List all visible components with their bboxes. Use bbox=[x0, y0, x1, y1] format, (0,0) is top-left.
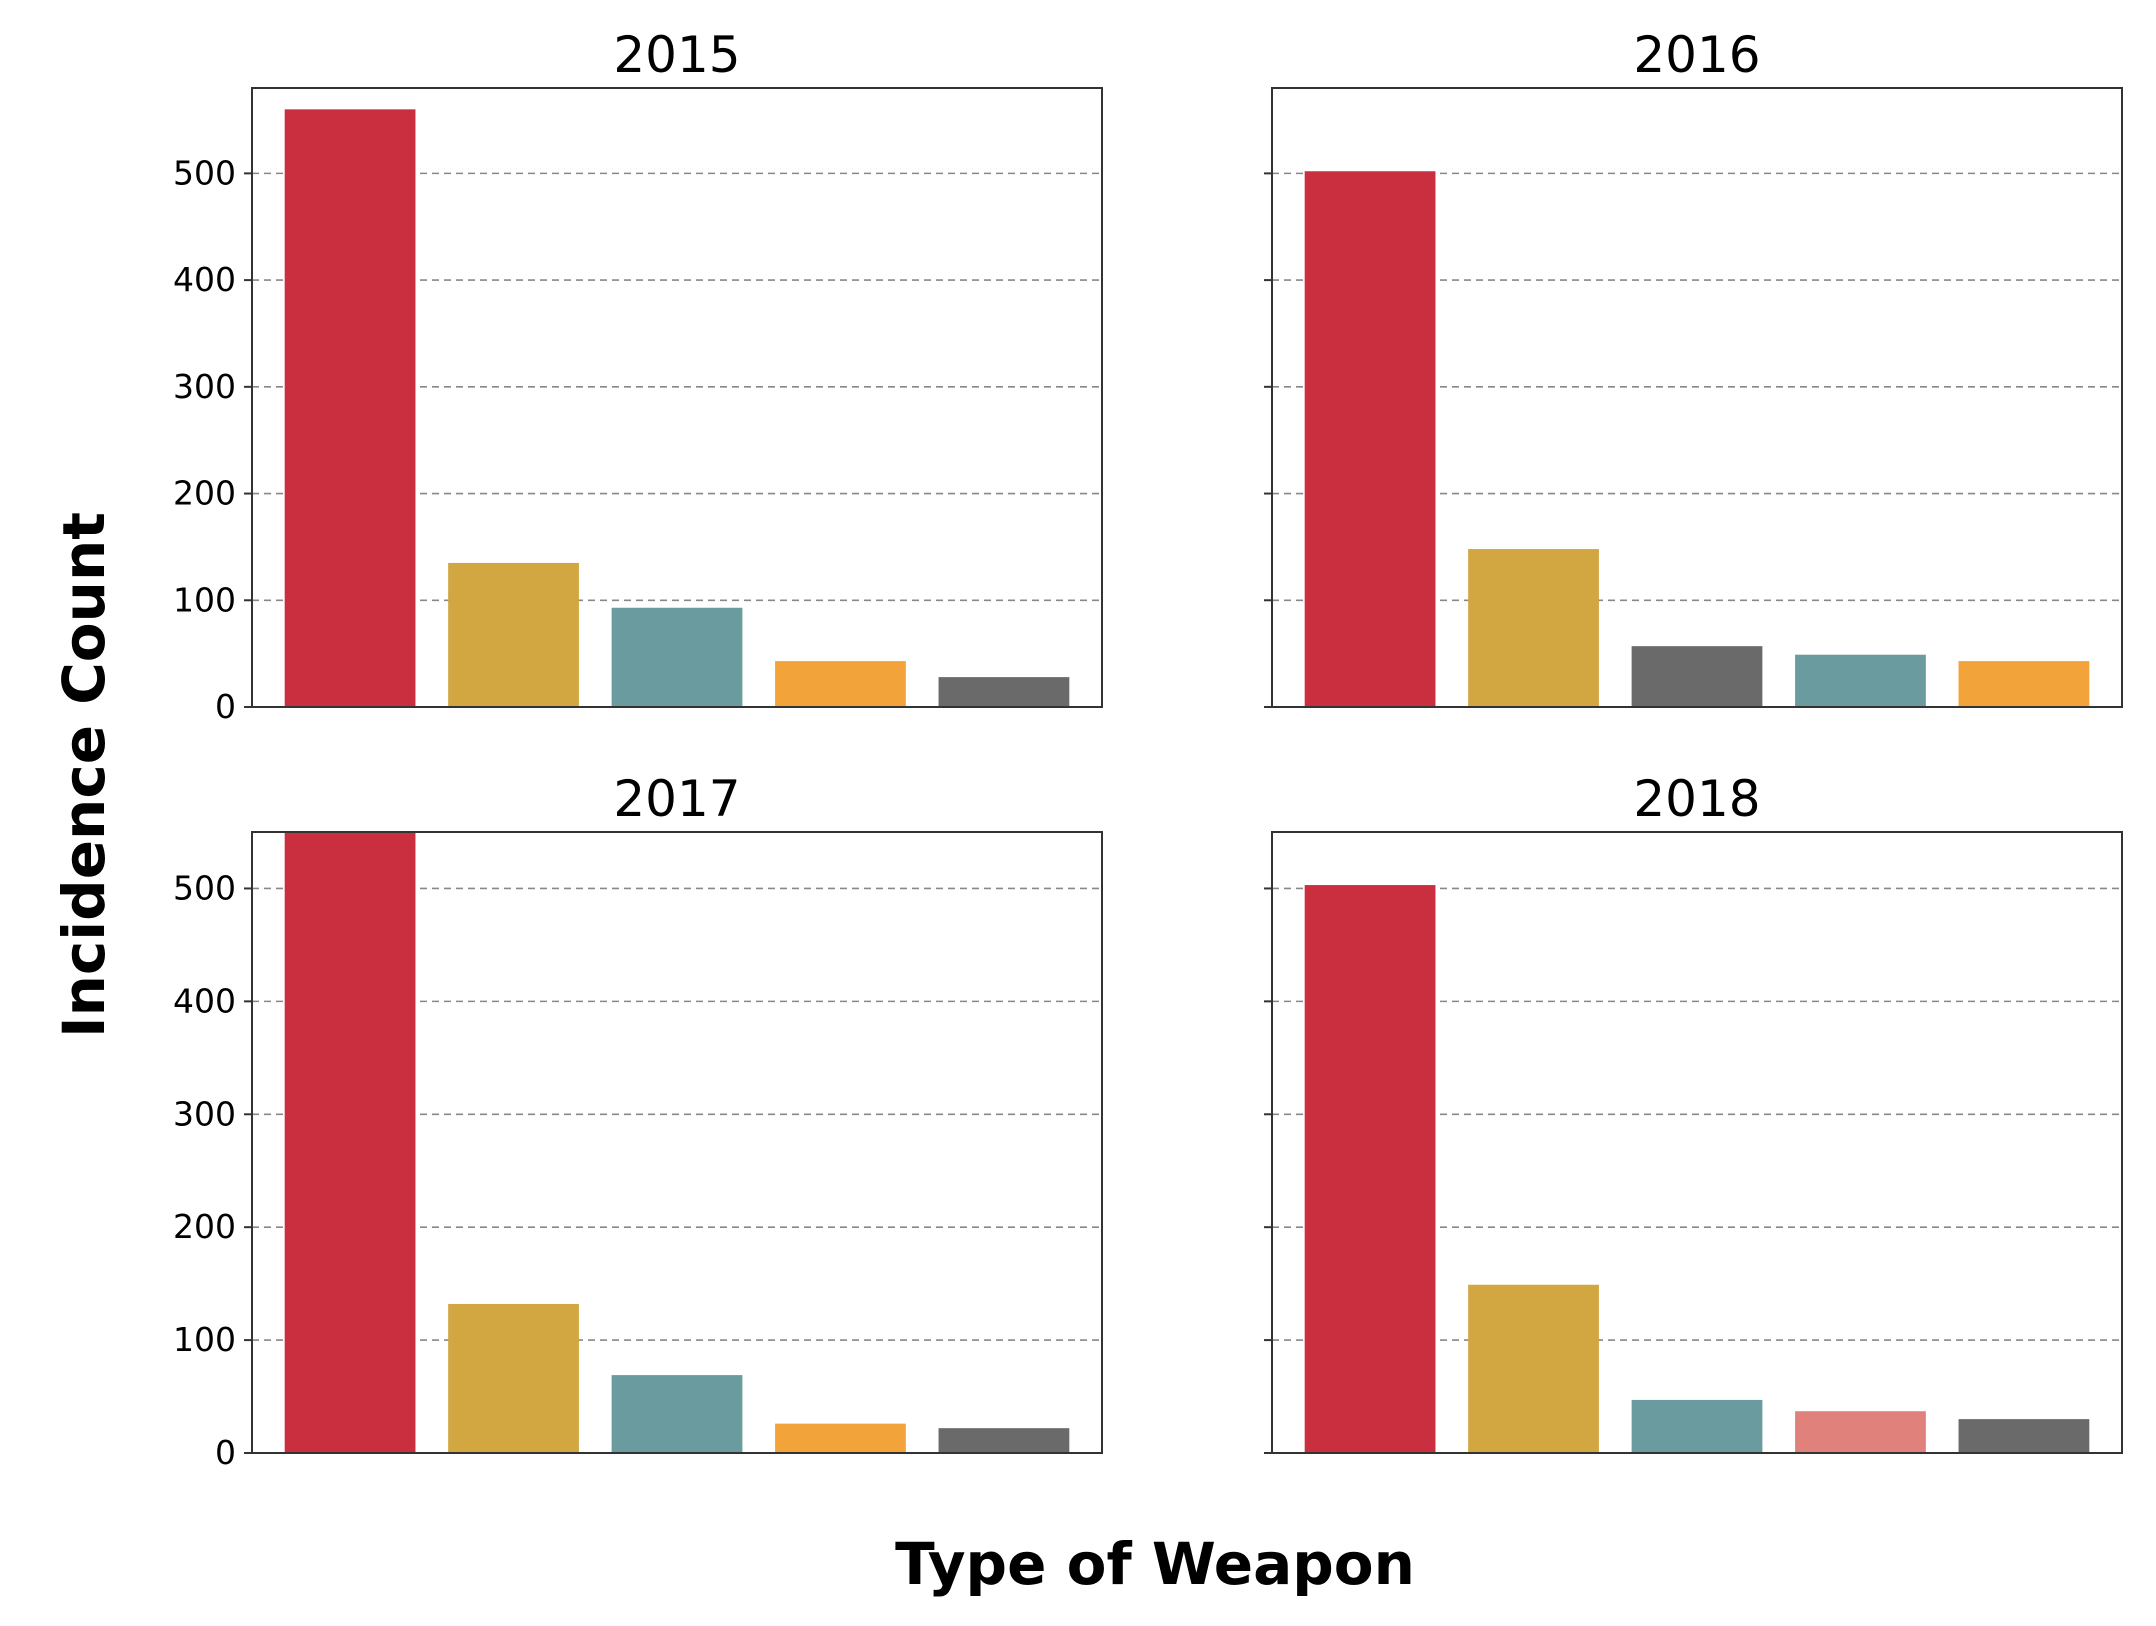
bar bbox=[775, 661, 906, 707]
y-axis-label: Incidence Count bbox=[50, 512, 118, 1038]
bar bbox=[938, 1428, 1070, 1453]
y-tick-label: 500 bbox=[173, 868, 236, 907]
bar bbox=[448, 1303, 579, 1453]
bar bbox=[284, 832, 416, 1453]
y-tick-label: 500 bbox=[173, 153, 236, 192]
bar bbox=[284, 109, 416, 707]
x-axis-label: Type of Weapon bbox=[895, 1530, 1415, 1598]
subplot-grid: 0 100 200 300 400 500 2015 2016 0 100 200 300 400 500… bbox=[173, 26, 2123, 1472]
y-tick-label: 200 bbox=[173, 474, 236, 513]
subplot-title: 2018 bbox=[1633, 770, 1760, 828]
subplot-title: 2017 bbox=[613, 770, 740, 828]
subplot-2018: 2018 bbox=[1264, 770, 2123, 1454]
axes-frame bbox=[251, 87, 1103, 708]
subplot-title: 2016 bbox=[1633, 26, 1760, 84]
bar bbox=[1631, 1399, 1763, 1453]
bar bbox=[1795, 1411, 1926, 1453]
y-tick-label: 300 bbox=[173, 1094, 236, 1133]
bar bbox=[1958, 661, 2090, 707]
subplot-2015: 0 100 200 300 400 500 2015 bbox=[173, 26, 1103, 726]
bar bbox=[1468, 549, 1599, 707]
axes-frame bbox=[1271, 831, 2123, 1454]
subplot-2017: 0 100 200 300 400 500 2017 bbox=[173, 770, 1103, 1472]
bar bbox=[611, 607, 743, 707]
y-tick-label: 200 bbox=[173, 1207, 236, 1246]
y-tick-label: 0 bbox=[215, 1433, 236, 1472]
bar bbox=[611, 1375, 743, 1453]
bar bbox=[1304, 885, 1436, 1453]
axes-frame bbox=[1271, 87, 2123, 708]
bar bbox=[1795, 654, 1926, 707]
y-tick-label: 0 bbox=[215, 687, 236, 726]
y-tick-label: 400 bbox=[173, 981, 236, 1020]
y-tick-label: 100 bbox=[173, 580, 236, 619]
y-tick-label: 100 bbox=[173, 1320, 236, 1359]
y-tick-label: 300 bbox=[173, 367, 236, 406]
bar bbox=[938, 677, 1070, 707]
subplot-2016: 2016 bbox=[1264, 26, 2123, 708]
bar bbox=[448, 562, 579, 707]
axes-frame bbox=[251, 831, 1103, 1454]
bar bbox=[1958, 1419, 2090, 1453]
bar bbox=[1304, 171, 1436, 708]
bar bbox=[1631, 646, 1763, 707]
bar bbox=[775, 1423, 906, 1453]
bar bbox=[1468, 1284, 1599, 1453]
subplot-title: 2015 bbox=[613, 26, 740, 84]
y-tick-label: 400 bbox=[173, 260, 236, 299]
